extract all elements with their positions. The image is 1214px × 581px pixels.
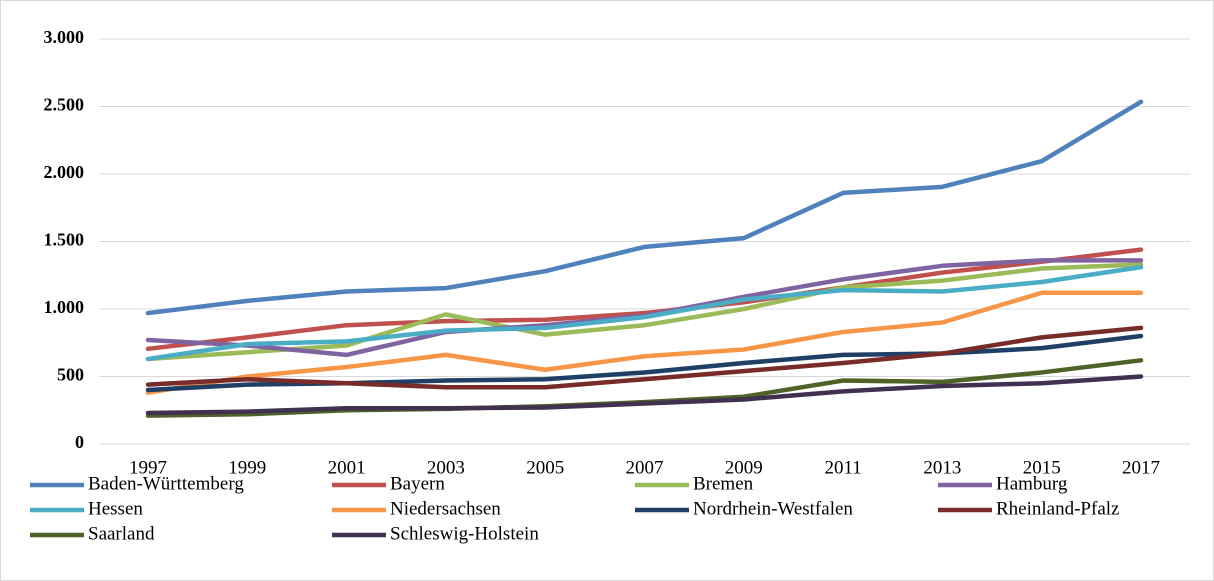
series-line [145, 325, 1144, 390]
legend-label: Bayern [390, 473, 445, 494]
y-tick-label: 2.000 [44, 162, 85, 182]
y-tick-label: 3.000 [44, 27, 85, 47]
series-line [145, 374, 1144, 416]
x-tick-label: 2009 [725, 457, 763, 478]
series-line [145, 247, 1144, 352]
series-line [145, 262, 1144, 362]
y-tick-label: 500 [57, 365, 84, 385]
legend-label: Rheinland-Pfalz [996, 498, 1119, 519]
series-line [145, 264, 1144, 362]
legend-label: Hessen [88, 498, 143, 519]
legend-label: Saarland [88, 523, 155, 544]
x-tick-label: 2017 [1122, 457, 1160, 478]
x-tick-label: 2001 [328, 457, 366, 478]
legend-label: Bremen [693, 473, 754, 494]
series-line [145, 99, 1144, 316]
legend-label: Hamburg [996, 473, 1068, 494]
x-tick-label: 2007 [626, 457, 664, 478]
x-tick-label: 1997 [129, 457, 167, 478]
legend-label: Niedersachsen [390, 498, 501, 519]
legend-label: Baden-Württemberg [88, 473, 244, 494]
x-tick-label: 2005 [526, 457, 564, 478]
x-tick-label: 1999 [228, 457, 266, 478]
series-line [145, 290, 1144, 395]
legend-label: Nordrhein-Westfalen [693, 498, 853, 519]
y-tick-label: 1.500 [44, 230, 85, 250]
x-tick-label: 2011 [824, 457, 861, 478]
x-tick-label: 2015 [1023, 457, 1061, 478]
y-tick-label: 0 [75, 432, 84, 452]
x-tick-label: 2003 [427, 457, 465, 478]
y-tick-label: 1.000 [44, 297, 85, 317]
x-tick-label: 2013 [923, 457, 961, 478]
legend-label: Schleswig-Holstein [390, 523, 539, 544]
y-tick-label: 2.500 [44, 95, 85, 115]
